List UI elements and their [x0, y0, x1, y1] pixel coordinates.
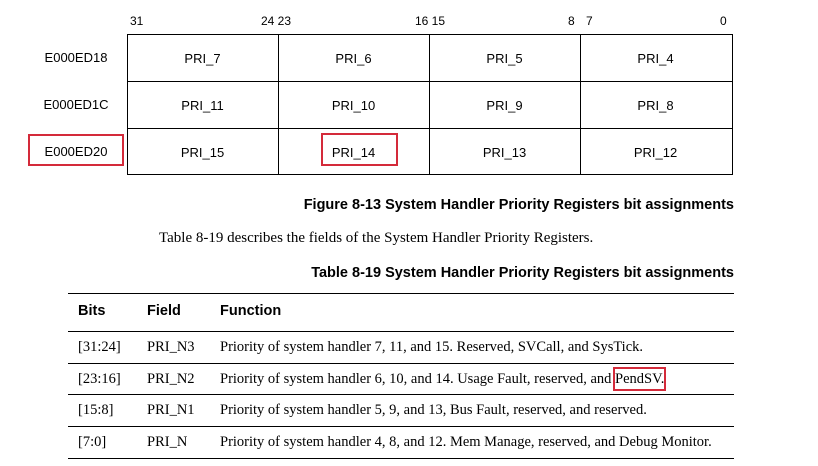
- field-cell: PRI_11: [181, 97, 224, 113]
- field-cell: PRI_8: [637, 97, 674, 113]
- table-rule: [68, 426, 734, 427]
- table-cell-bits: [7:0]: [78, 434, 107, 450]
- table-cell-field: PRI_N3: [147, 339, 195, 355]
- field-cell: PRI_13: [482, 144, 527, 160]
- field-cell: PRI_6: [335, 50, 372, 66]
- table-header-bits: Bits: [78, 303, 106, 319]
- bit-label-7: 7: [586, 14, 593, 28]
- table-cell-field: PRI_N: [147, 434, 188, 450]
- bit-label-8: 8: [568, 14, 575, 28]
- bit-label-31: 31: [130, 14, 144, 28]
- grid-line: [580, 34, 581, 175]
- field-cell: PRI_14: [331, 144, 376, 160]
- table-rule: [68, 458, 734, 459]
- register-address-2: E000ED1C: [43, 96, 109, 112]
- bit-label-16-15: 16 15: [415, 14, 446, 28]
- figure-caption: Figure 8-13 System Handler Priority Regi…: [303, 197, 734, 213]
- grid-line: [278, 34, 279, 175]
- grid-line: [732, 34, 733, 175]
- field-cell: PRI_10: [331, 97, 376, 113]
- grid-line: [429, 34, 430, 175]
- field-cell: PRI_4: [637, 50, 674, 66]
- grid-line: [127, 34, 733, 35]
- table-cell-function: Priority of system handler 4, 8, and 12.…: [220, 434, 712, 450]
- table-cell-function: Priority of system handler 6, 10, and 14…: [220, 367, 667, 391]
- field-cell: PRI_7: [184, 50, 221, 66]
- grid-line: [127, 174, 733, 175]
- table-rule: [68, 331, 734, 332]
- register-address-1: E000ED18: [44, 49, 108, 65]
- grid-line: [127, 128, 733, 129]
- function-text: Priority of system handler 6, 10, and 14…: [220, 371, 616, 387]
- pendsv-highlight: PendSV.: [613, 367, 667, 391]
- table-caption: Table 8-19 System Handler Priority Regis…: [311, 265, 734, 281]
- bit-label-24-23: 24 23: [261, 14, 292, 28]
- register-address-3: E000ED20: [44, 143, 108, 159]
- grid-line: [127, 34, 128, 175]
- table-cell-bits: [15:8]: [78, 402, 114, 418]
- body-paragraph: Table 8-19 describes the fields of the S…: [159, 230, 594, 246]
- table-cell-field: PRI_N2: [147, 371, 195, 387]
- field-cell: PRI_15: [180, 144, 225, 160]
- table-rule: [68, 394, 734, 395]
- address-highlight-box: [28, 134, 124, 166]
- table-header-field: Field: [147, 303, 181, 319]
- table-cell-bits: [23:16]: [78, 371, 121, 387]
- table-cell-bits: [31:24]: [78, 339, 121, 355]
- grid-line: [127, 81, 733, 82]
- bit-label-0: 0: [720, 14, 727, 28]
- table-cell-function: Priority of system handler 7, 11, and 15…: [220, 339, 644, 355]
- field-cell: PRI_9: [486, 97, 523, 113]
- table-rule: [68, 293, 734, 294]
- field-cell: PRI_12: [633, 144, 678, 160]
- field-cell: PRI_5: [486, 50, 523, 66]
- table-cell-function: Priority of system handler 5, 9, and 13,…: [220, 402, 647, 418]
- table-header-function: Function: [220, 303, 282, 319]
- table-cell-field: PRI_N1: [147, 402, 195, 418]
- field-highlight-box: [321, 133, 398, 166]
- register-bit-diagram: PRI_7 PRI_6 PRI_5 PRI_4 PRI_11 PRI_10 PR…: [127, 34, 733, 175]
- table-rule: [68, 363, 734, 364]
